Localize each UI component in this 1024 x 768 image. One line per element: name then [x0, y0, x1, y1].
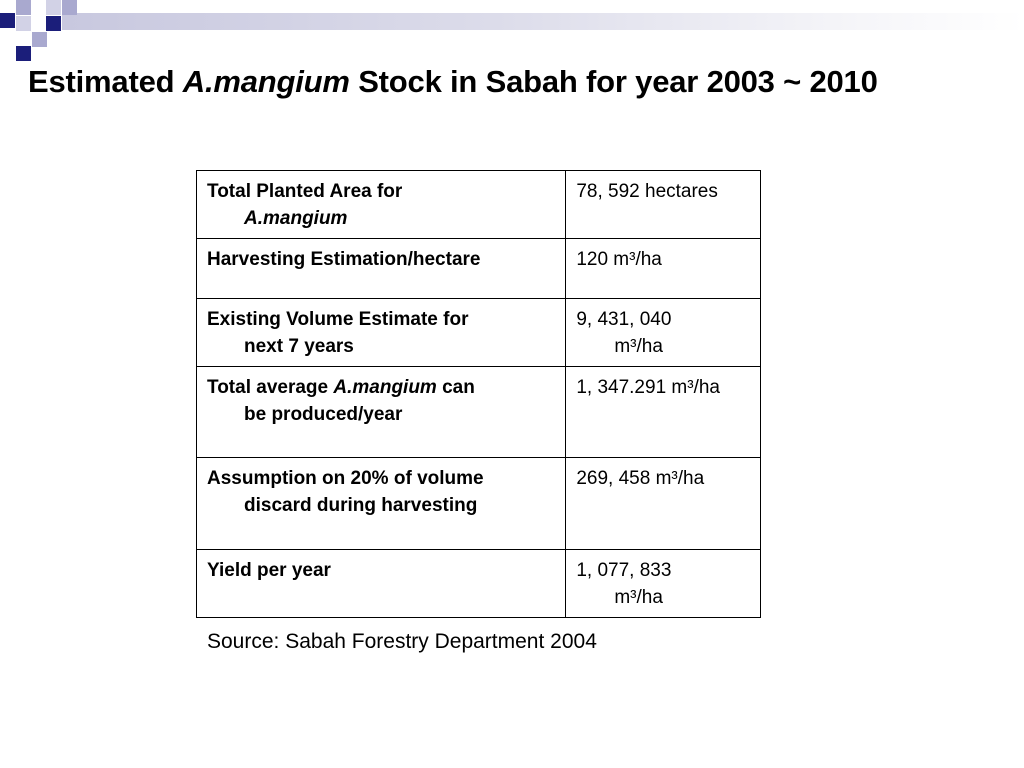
value-text: 120 m³/ha [576, 249, 662, 270]
table-row: Total Planted Area for A.mangium 78, 592… [195, 170, 761, 239]
decor-square [46, 0, 61, 15]
label-text: Harvesting Estimation/hectare [207, 249, 481, 270]
value-text: 1, 077, 833 [576, 560, 672, 581]
table-row: Assumption on 20% of volume discard duri… [195, 457, 761, 550]
value-text: 9, 431, 040 [576, 309, 672, 330]
value-unit: m³/ha [614, 336, 663, 357]
label-text-line2: discard during harvesting [244, 495, 478, 516]
title-text-end: Stock in Sabah for year 2003 ~ 2010 [349, 64, 878, 99]
value-unit: m³/ha [614, 587, 663, 608]
table-row: Yield per year 1, 077, 833 m³/ha [195, 549, 761, 618]
row-value: 120 m³/ha [565, 238, 761, 299]
source-caption: Source: Sabah Forestry Department 2004 [207, 630, 597, 653]
label-text: Yield per year [207, 560, 331, 581]
value-text: 1, 347.291 m³/ha [576, 377, 720, 398]
label-text-end: can [436, 377, 475, 398]
slide-title: Estimated A.mangium Stock in Sabah for y… [28, 64, 878, 100]
row-value: 1, 077, 833 m³/ha [565, 549, 761, 618]
table-row: Harvesting Estimation/hectare 120 m³/ha [195, 238, 761, 299]
title-text-start: Estimated [28, 64, 183, 99]
stock-table: Total Planted Area for A.mangium 78, 592… [195, 170, 761, 618]
label-text: Existing Volume Estimate for [207, 309, 469, 330]
decor-square [46, 16, 61, 31]
value-text: 78, 592 hectares [576, 181, 718, 202]
title-species: A.mangium [182, 64, 350, 99]
value-text: 269, 458 m³/ha [576, 468, 705, 489]
decor-square [16, 16, 31, 31]
table-row: Total average A.mangium can be produced/… [195, 366, 761, 458]
label-text: Total Planted Area for [207, 181, 403, 202]
header-gradient-band [62, 13, 1024, 30]
header-decoration [0, 0, 1024, 62]
row-label: Assumption on 20% of volume discard duri… [195, 457, 567, 550]
row-value: 78, 592 hectares [565, 170, 761, 239]
label-text: Total average [207, 377, 334, 398]
decor-square [32, 32, 47, 47]
row-label: Harvesting Estimation/hectare [195, 238, 567, 299]
table-row: Existing Volume Estimate for next 7 year… [195, 298, 761, 367]
row-label: Existing Volume Estimate for next 7 year… [195, 298, 567, 367]
label-species: A.mangium [333, 377, 437, 398]
label-text: Assumption on 20% of volume [207, 468, 484, 489]
label-species: A.mangium [244, 208, 348, 229]
row-value: 1, 347.291 m³/ha [565, 366, 761, 458]
row-label: Yield per year [195, 549, 567, 618]
label-text-line2: be produced/year [244, 404, 403, 425]
decor-square [16, 46, 31, 61]
row-label: Total average A.mangium can be produced/… [195, 366, 567, 458]
decor-square [16, 0, 31, 15]
row-label: Total Planted Area for A.mangium [195, 170, 567, 239]
decor-square [62, 0, 77, 15]
row-value: 9, 431, 040 m³/ha [565, 298, 761, 367]
row-value: 269, 458 m³/ha [565, 457, 761, 550]
decor-square [0, 13, 15, 28]
label-text-line2: next 7 years [244, 336, 354, 357]
